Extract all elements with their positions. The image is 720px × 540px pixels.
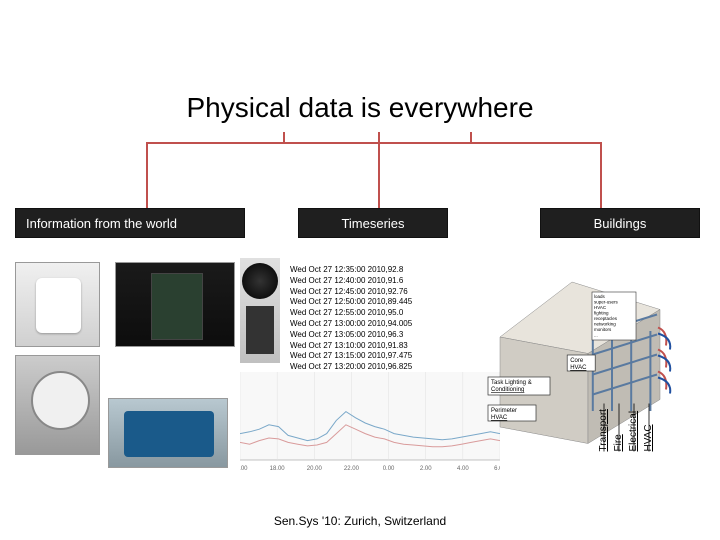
footer-text: Sen.Sys '10: Zurich, Switzerland — [274, 514, 446, 528]
svg-text:0.00: 0.00 — [383, 466, 395, 472]
svg-text:4.00: 4.00 — [457, 466, 469, 472]
svg-text:Task Lighting &: Task Lighting & — [491, 380, 532, 386]
svg-text:6.00: 6.00 — [494, 466, 500, 472]
sensor-photo-4 — [15, 355, 100, 455]
category-box-1: Information from the world — [15, 208, 245, 238]
svg-text:fighting: fighting — [594, 311, 609, 316]
svg-text:super-users: super-users — [594, 300, 619, 305]
page-title: Physical data is everywhere — [186, 92, 533, 124]
svg-text:monitors: monitors — [594, 327, 612, 332]
sensor-photo-2 — [115, 262, 235, 347]
svg-text:loads: loads — [594, 294, 606, 299]
sensor-photo-1 — [15, 262, 100, 347]
svg-text:networking: networking — [594, 322, 616, 327]
svg-text:Fire: Fire — [613, 434, 624, 452]
sensor-photo-5 — [108, 398, 228, 468]
building-diagram: Transport Fire Electrical HVAC Task Lighting… — [480, 262, 705, 457]
svg-text:HVAC: HVAC — [643, 424, 654, 451]
svg-text:receptacles: receptacles — [594, 316, 618, 321]
svg-text:Electrical: Electrical — [628, 411, 639, 452]
category-box-3: Buildings — [540, 208, 700, 238]
svg-text:Core: Core — [570, 358, 584, 364]
svg-text:16.00: 16.00 — [240, 466, 248, 472]
timeseries-chart: 16.00 18.00 20.00 22.00 0.00 2.00 4.00 6.00 — [240, 372, 500, 472]
svg-text:HVAC: HVAC — [570, 365, 587, 371]
svg-text:Conditioning: Conditioning — [491, 387, 524, 393]
svg-text:20.00: 20.00 — [307, 466, 323, 472]
svg-text:22.00: 22.00 — [344, 466, 360, 472]
svg-text:Perimeter: Perimeter — [491, 408, 517, 414]
svg-text:HVAC: HVAC — [491, 415, 508, 421]
svg-text:Transport: Transport — [598, 409, 609, 452]
timeseries-text: Wed Oct 27 12:35:00 2010,92.8Wed Oct 27 … — [290, 265, 412, 373]
sensor-photo-3 — [240, 258, 280, 363]
category-box-2: Timeseries — [298, 208, 448, 238]
svg-text:...: ... — [594, 333, 598, 338]
svg-text:2.00: 2.00 — [420, 466, 432, 472]
svg-text:HVAC: HVAC — [594, 305, 607, 310]
svg-text:18.00: 18.00 — [270, 466, 286, 472]
